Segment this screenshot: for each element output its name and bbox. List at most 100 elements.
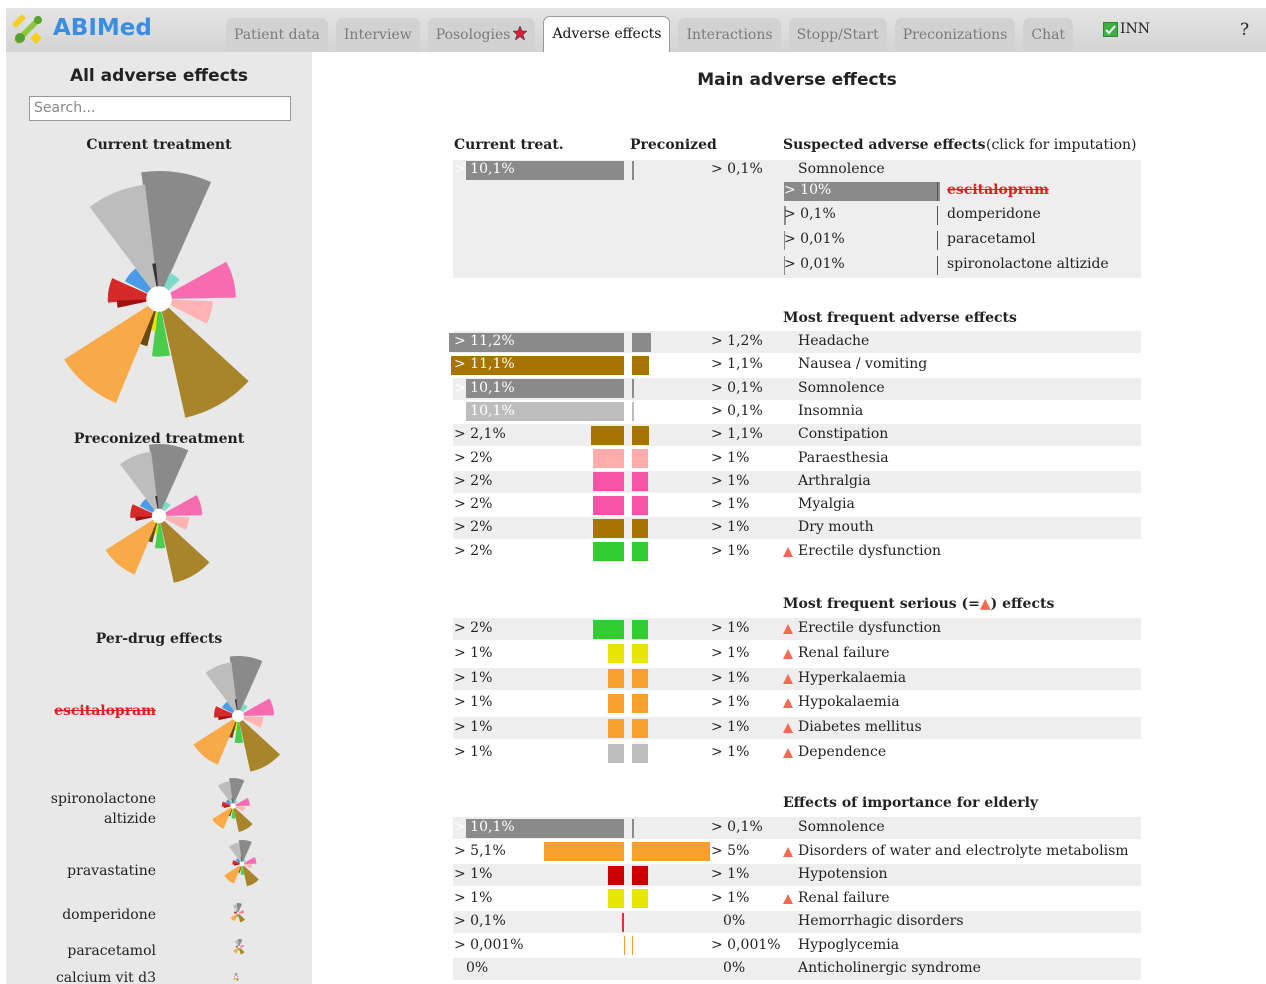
effect-name[interactable]: Hypotension bbox=[798, 866, 888, 882]
petal bbox=[106, 516, 159, 575]
effect-name[interactable]: Erectile dysfunction bbox=[798, 620, 941, 636]
petal bbox=[193, 716, 238, 765]
effect-name[interactable]: Insomnia bbox=[798, 403, 863, 419]
suspected-drug[interactable]: spironolactone altizide bbox=[947, 256, 1109, 272]
section-heading: Per-drug effects bbox=[6, 631, 312, 647]
effect-name[interactable]: Somnolence bbox=[798, 161, 885, 177]
tab-label: Patient data bbox=[234, 27, 320, 43]
current-label: > 2% bbox=[454, 543, 492, 559]
tab-label: Adverse effects bbox=[552, 26, 661, 42]
bar bbox=[632, 379, 634, 398]
preconized-label: > 1% bbox=[711, 890, 749, 906]
rose-center bbox=[152, 509, 166, 523]
effect-name[interactable]: Headache bbox=[798, 333, 869, 349]
tab-label: Interview bbox=[344, 27, 412, 43]
column-header: Preconized bbox=[630, 137, 717, 153]
effect-name[interactable]: Hyperkalaemia bbox=[798, 670, 906, 686]
suspected-drug[interactable]: escitalopram bbox=[947, 182, 1049, 198]
effect-name[interactable]: Paraesthesia bbox=[798, 450, 889, 466]
suspected-drug[interactable]: domperidone bbox=[947, 206, 1041, 222]
preconized-label: > 1% bbox=[711, 694, 749, 710]
effect-name[interactable]: Dependence bbox=[798, 744, 886, 760]
effect-name[interactable]: Constipation bbox=[798, 426, 888, 442]
current-label: 0% bbox=[466, 960, 488, 976]
preconized-label: > 1% bbox=[711, 543, 749, 559]
effect-name[interactable]: Renal failure bbox=[798, 890, 890, 906]
search-box[interactable]: Search... bbox=[29, 96, 291, 121]
tab[interactable]: Chat bbox=[1023, 18, 1073, 52]
bar bbox=[593, 620, 624, 639]
bar bbox=[608, 866, 624, 885]
drug-name[interactable]: calcium vit d3 bbox=[16, 968, 156, 984]
suspected-drug[interactable]: paracetamol bbox=[947, 231, 1036, 247]
tab-bar: Patient data Interview Posologies Adverse e… bbox=[226, 16, 1081, 52]
bar bbox=[622, 913, 624, 932]
rose-center bbox=[240, 862, 245, 867]
rose-chart bbox=[85, 442, 233, 590]
tab-label: Interactions bbox=[686, 27, 772, 43]
bar bbox=[632, 472, 648, 491]
preconized-label: > 1% bbox=[711, 450, 749, 466]
bar bbox=[544, 842, 624, 861]
serious-marker bbox=[783, 698, 793, 708]
preconized-label: > 1% bbox=[711, 620, 749, 636]
current-label: > 2% bbox=[454, 450, 492, 466]
bar bbox=[632, 402, 634, 421]
effect-name[interactable]: Disorders of water and electrolyte metab… bbox=[798, 843, 1129, 859]
rose-chart bbox=[226, 901, 250, 925]
drug-name[interactable]: pravastatine bbox=[16, 861, 156, 881]
row-stripe bbox=[453, 864, 1141, 886]
preconized-label: > 0,1% bbox=[711, 161, 763, 177]
rose-chart bbox=[29, 169, 289, 429]
logo-text[interactable]: ABIMed bbox=[53, 15, 152, 41]
current-label: > 1% bbox=[454, 670, 492, 686]
serious-marker bbox=[783, 674, 793, 684]
drug-name[interactable]: escitalopram bbox=[16, 701, 156, 721]
effect-name[interactable]: Diabetes mellitus bbox=[798, 719, 922, 735]
preconized-label: > 0,001% bbox=[711, 937, 781, 953]
tab[interactable]: Interview bbox=[336, 18, 420, 52]
bar bbox=[593, 496, 624, 515]
bar bbox=[632, 644, 648, 663]
help-button[interactable]: ? bbox=[1240, 20, 1249, 40]
effect-name[interactable]: Myalgia bbox=[798, 496, 855, 512]
preconized-label: > 1% bbox=[711, 719, 749, 735]
tab-label: Stopp/Start bbox=[797, 27, 879, 43]
effect-name[interactable]: Nausea / vomiting bbox=[798, 356, 927, 372]
bar bbox=[608, 889, 624, 908]
bar bbox=[632, 620, 648, 639]
bar bbox=[632, 519, 648, 538]
drug-name[interactable]: paracetamol bbox=[16, 941, 156, 961]
tab[interactable]: Adverse effects bbox=[543, 16, 670, 52]
bar bbox=[591, 426, 624, 445]
petal bbox=[231, 913, 238, 921]
effect-name[interactable]: Renal failure bbox=[798, 645, 890, 661]
tab[interactable]: Patient data bbox=[226, 18, 328, 52]
effect-name[interactable]: Somnolence bbox=[798, 819, 885, 835]
serious-marker bbox=[783, 894, 793, 904]
effect-name[interactable]: Arthralgia bbox=[798, 473, 871, 489]
rose-center bbox=[146, 286, 172, 312]
checkbox[interactable] bbox=[1103, 22, 1118, 37]
effect-name[interactable]: Hypoglycemia bbox=[798, 937, 899, 953]
effect-name[interactable]: Erectile dysfunction bbox=[798, 543, 941, 559]
serious-marker bbox=[783, 723, 793, 733]
preconized-label: 0% bbox=[723, 960, 745, 976]
title-part: ) effects bbox=[991, 596, 1055, 612]
effect-name[interactable]: Anticholinergic syndrome bbox=[798, 960, 981, 976]
effect-name[interactable]: Somnolence bbox=[798, 380, 885, 396]
bar bbox=[632, 936, 633, 955]
tab[interactable]: Posologies bbox=[428, 18, 536, 52]
effect-name[interactable]: Hypokalaemia bbox=[798, 694, 900, 710]
tab[interactable]: Interactions bbox=[678, 18, 780, 52]
tab[interactable]: Stopp/Start bbox=[789, 18, 887, 52]
effect-name[interactable]: Hemorrhagic disorders bbox=[798, 913, 964, 929]
preconized-label: > 1,1% bbox=[711, 356, 763, 372]
bar bbox=[632, 542, 648, 561]
tab[interactable]: Preconizations bbox=[895, 18, 1016, 52]
drug-name[interactable]: domperidone bbox=[16, 905, 156, 925]
bar bbox=[608, 744, 624, 763]
drug-name[interactable]: spironolactone altizide bbox=[16, 789, 156, 829]
current-label: > 10,1% bbox=[454, 403, 515, 419]
effect-name[interactable]: Dry mouth bbox=[798, 519, 874, 535]
